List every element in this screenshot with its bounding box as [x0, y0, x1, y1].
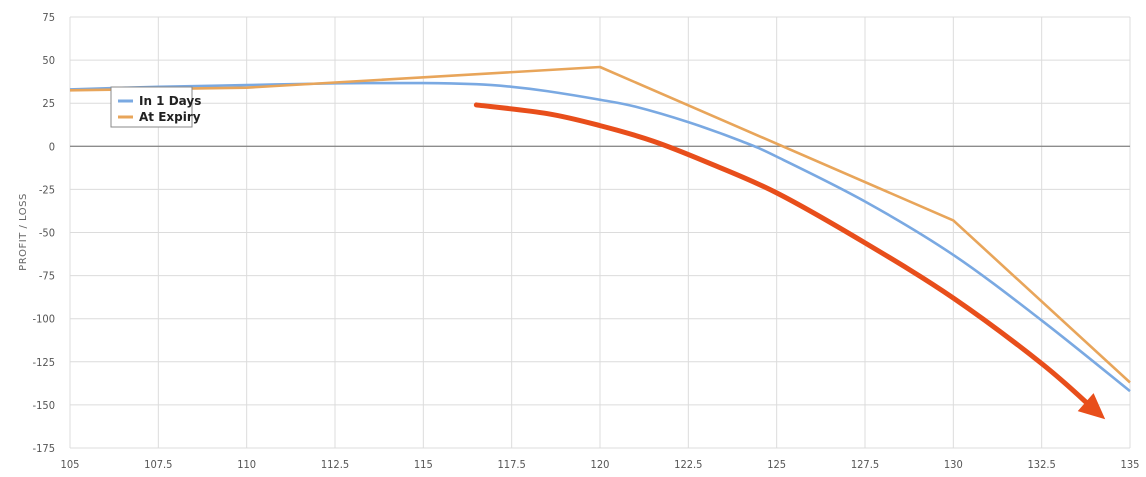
arrow-head — [1077, 393, 1106, 420]
y-axis-label: PROFIT / LOSS — [18, 193, 29, 271]
y-tick-label: -125 — [33, 356, 55, 369]
arrow-shaft — [473, 102, 1098, 413]
series-line-at-expiry — [69, 65, 1131, 384]
x-tick-label: 112.5 — [321, 458, 349, 471]
grid — [69, 16, 1131, 449]
y-axis-tick-labels: 75 50 25 0 -25 -50 -75 -100 -125 -150 -175 — [33, 11, 55, 455]
x-tick-label: 105 — [61, 458, 80, 471]
y-tick-label: 25 — [42, 97, 55, 110]
x-tick-label: 135 — [1121, 458, 1140, 471]
x-tick-label: 117.5 — [498, 458, 526, 471]
y-tick-label: -25 — [39, 183, 55, 196]
legend: In 1 Days At Expiry — [110, 86, 201, 128]
x-tick-label: 120 — [591, 458, 610, 471]
x-tick-label: 115 — [414, 458, 433, 471]
y-tick-label: -175 — [33, 442, 55, 455]
y-tick-label: 75 — [42, 11, 55, 24]
legend-label-in-1-days: In 1 Days — [139, 94, 201, 108]
x-tick-label: 125 — [767, 458, 786, 471]
x-tick-label: 130 — [944, 458, 963, 471]
legend-box — [110, 86, 193, 128]
trend-arrow-annotation — [473, 102, 1106, 420]
x-axis-tick-labels: 105 107.5 110 112.5 115 117.5 120 122.5 125 127.5… — [61, 458, 1140, 471]
series — [69, 65, 1131, 393]
y-tick-label: -100 — [33, 313, 55, 326]
y-tick-label: -75 — [39, 270, 55, 283]
y-tick-label: -150 — [33, 399, 55, 412]
y-tick-label: -50 — [39, 227, 55, 240]
y-tick-label: 0 — [49, 140, 55, 153]
x-tick-label: 132.5 — [1028, 458, 1056, 471]
y-tick-label: 50 — [42, 54, 55, 67]
legend-label-at-expiry: At Expiry — [139, 110, 201, 124]
x-tick-label: 127.5 — [851, 458, 879, 471]
x-tick-label: 122.5 — [674, 458, 702, 471]
x-tick-label: 107.5 — [144, 458, 172, 471]
x-tick-label: 110 — [237, 458, 256, 471]
